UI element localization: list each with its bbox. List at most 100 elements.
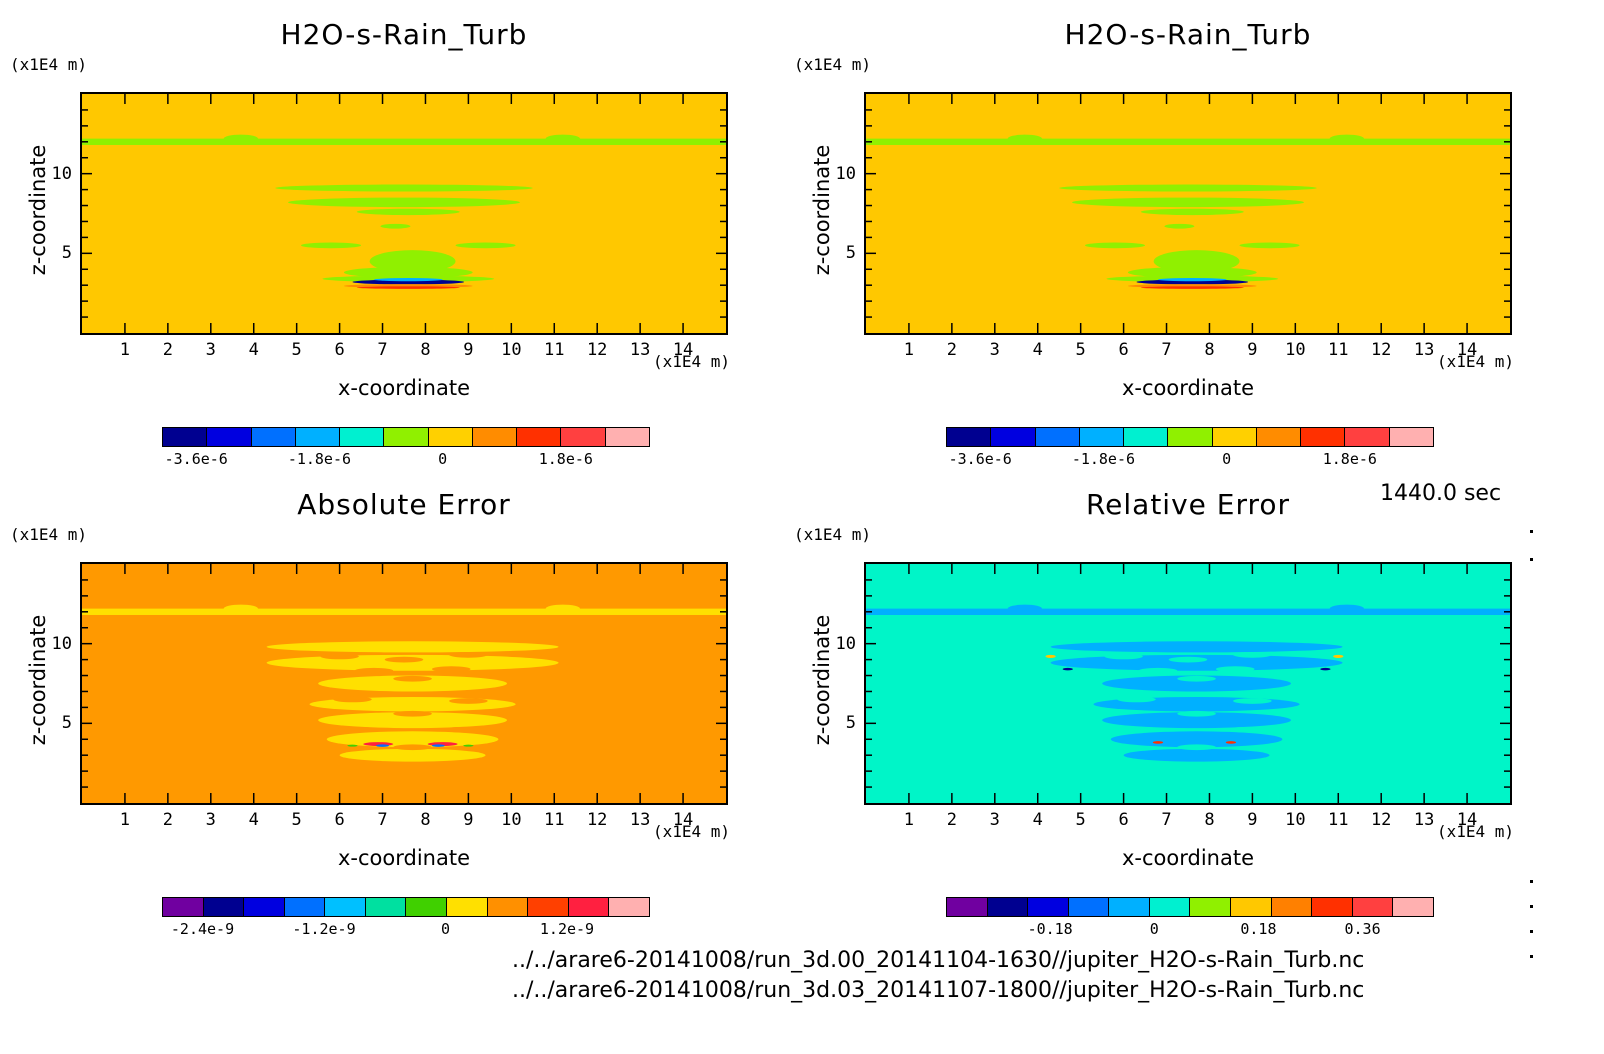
x-tick-label: 14: [672, 340, 694, 360]
feature-band: [356, 208, 460, 216]
feature-band: [1140, 208, 1244, 216]
colorbar-swatch: [324, 898, 365, 916]
x-axis-label: x-coordinate: [1121, 376, 1254, 400]
core-blue: [1320, 667, 1331, 671]
colorbar-tick-label: 1.2e-9: [539, 920, 595, 938]
x-tick-label: 7: [1161, 810, 1172, 830]
x-tick-label: 5: [291, 340, 302, 360]
margin-dot: [1530, 955, 1533, 958]
core-cyan: [373, 278, 443, 282]
colorbar: [946, 897, 1434, 917]
heatmap-svg: [866, 94, 1510, 333]
z-axis-unit: (x1E4 m): [10, 525, 88, 544]
x-tick-label: 1: [903, 810, 915, 830]
feature-gap: [1121, 726, 1161, 733]
colorbar-swatch: [1255, 428, 1301, 446]
colorbar-swatch: [1108, 898, 1149, 916]
layer-bump: [223, 134, 259, 143]
time-label: 1440.0 sec: [1380, 481, 1502, 506]
feature-gap: [1177, 710, 1216, 717]
x-tick-label: 5: [1075, 810, 1086, 830]
layer-bump: [1329, 604, 1365, 613]
y-tick-label: 5: [845, 243, 856, 264]
colorbar-swatch: [1388, 428, 1433, 446]
feature-gap: [354, 667, 394, 674]
colorbar-swatch: [1300, 428, 1345, 446]
x-tick-label: 10: [1285, 810, 1306, 830]
colorbar-swatch: [604, 428, 649, 446]
colorbar-swatch: [206, 428, 251, 446]
feature-gap: [393, 675, 432, 682]
colorbar-tick-label: -1.2e-9: [292, 920, 356, 938]
x-tick-label: 1: [119, 810, 131, 830]
feature-band: [1059, 184, 1317, 192]
layer-bump: [545, 134, 581, 143]
file-path-2: ../../arare6-20141008/run_3d.03_20141107…: [512, 978, 1365, 1003]
colorbar-tick-label: -2.4e-9: [170, 920, 235, 938]
feature-gap: [320, 653, 359, 660]
colorbar-swatch: [250, 428, 295, 446]
feature-gap: [1177, 675, 1216, 682]
x-tick-label: 4: [248, 810, 259, 830]
colorbar-swatch: [1392, 898, 1433, 916]
core-red: [356, 286, 460, 289]
colorbar-swatch: [339, 428, 384, 446]
colorbar-swatch: [1351, 898, 1393, 916]
core-red: [1152, 741, 1164, 744]
chart-title: Absolute Error: [297, 488, 511, 521]
core-red: [1225, 741, 1237, 744]
feature-gap: [1228, 726, 1268, 733]
colorbar-tick-label: 0: [1149, 920, 1159, 938]
feature-gap: [449, 651, 488, 658]
core-blue: [352, 279, 465, 285]
colorbar: [946, 427, 1434, 447]
panel-top-right: H2O-s-Rain_Turb (x1E4 m) z-coordinate 1 2 3 4 5…: [784, 0, 1544, 470]
colorbar-swatch: [1311, 898, 1352, 916]
feature-band: [1164, 223, 1195, 229]
colorbar-swatch: [405, 898, 447, 916]
feature-band: [318, 675, 508, 692]
colorbar-swatch: [527, 898, 568, 916]
colorbar-swatch: [364, 898, 406, 916]
colorbar: [162, 897, 650, 917]
feature-gap: [1104, 653, 1143, 660]
feature-band: [1102, 712, 1292, 729]
x-axis-unit: (x1E4 m): [653, 822, 731, 841]
x-tick-label: 8: [1204, 810, 1215, 830]
z-axis-unit: (x1E4 m): [794, 55, 872, 74]
colorbar-swatch: [986, 898, 1028, 916]
chart-title: H2O-s-Rain_Turb: [280, 18, 528, 51]
z-axis-unit: (x1E4 m): [794, 525, 872, 544]
colorbar-swatch: [1189, 898, 1231, 916]
colorbar-swatch: [446, 898, 487, 916]
core-yellow: [1045, 654, 1056, 659]
feature-gap: [1233, 698, 1272, 704]
x-tick-label: 4: [248, 340, 259, 360]
feature-gap: [444, 726, 484, 733]
core-blue: [431, 744, 445, 747]
chart-title: Relative Error: [1085, 488, 1291, 521]
x-tick-label: 1: [903, 340, 915, 360]
chart-title: H2O-s-Rain_Turb: [1064, 18, 1312, 51]
feature-gap: [393, 744, 432, 751]
colorbar-swatch: [486, 898, 528, 916]
feature-gap: [333, 696, 372, 703]
colorbar-swatch: [947, 898, 987, 916]
core-green: [347, 744, 358, 747]
x-tick-label: 13: [1413, 810, 1435, 830]
x-tick-label: 5: [1075, 340, 1086, 360]
heatmap-plot-area: [80, 92, 728, 335]
x-tick-label: 4: [1032, 810, 1043, 830]
feature-band: [455, 242, 516, 249]
heatmap-plot-area: [864, 562, 1512, 805]
x-tick-label: 10: [501, 810, 522, 830]
top-layer-band: [82, 608, 726, 615]
x-tick-label: 12: [1370, 810, 1392, 830]
x-tick-label: 7: [1161, 340, 1172, 360]
margin-dot: [1530, 930, 1533, 933]
core-yellow: [1333, 654, 1344, 659]
x-tick-label: 2: [162, 810, 173, 830]
heatmap-plot-area: [864, 92, 1512, 335]
colorbar-swatch: [471, 428, 517, 446]
heatmap-svg: [82, 564, 726, 803]
